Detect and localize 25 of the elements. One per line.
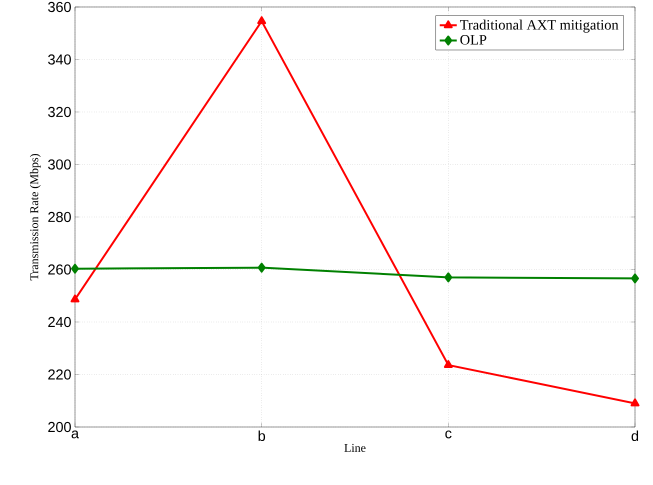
y-tick-label: 280 <box>48 212 71 222</box>
x-tick-label: c <box>445 430 452 438</box>
x-tick-label: d <box>632 430 638 442</box>
point <box>631 273 639 284</box>
x-tick-label: b <box>258 430 266 442</box>
y-tick-label: 200 <box>48 422 71 432</box>
point <box>444 272 452 282</box>
y-tick-label: 240 <box>48 316 71 328</box>
point <box>71 264 79 274</box>
point <box>444 360 453 368</box>
y-tick-label: 320 <box>48 106 71 118</box>
legend-label: OLP <box>460 35 486 45</box>
y-tick-label: 300 <box>48 159 71 170</box>
y-tick-label: 260 <box>48 264 71 275</box>
point <box>257 16 266 24</box>
y-axis-title: Transmission Rate (Mbps) <box>30 154 41 280</box>
y-tick-label: 340 <box>48 54 71 65</box>
x-axis-title: Line <box>344 444 366 452</box>
legend-label: Traditional AXT mitigation <box>460 20 618 33</box>
y-tick-label: 220 <box>48 369 71 380</box>
point <box>70 294 80 302</box>
x-tick-label: a <box>72 430 79 438</box>
y-tick-label: 360 <box>48 2 71 12</box>
point <box>258 262 266 273</box>
point <box>630 398 640 406</box>
